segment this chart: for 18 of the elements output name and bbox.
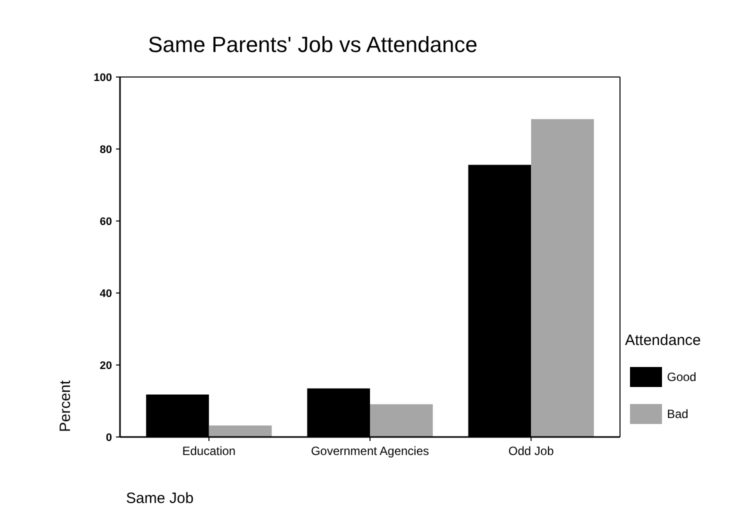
y-tick-label: 20 [100,360,112,372]
x-tick-label: Government Agencies [310,444,430,458]
bar [208,425,272,437]
x-axis-title: Same Job [126,490,194,507]
legend-title: Attendance [625,332,701,349]
bar [370,404,433,437]
x-tick-label: Odd Job [508,444,554,458]
y-tick-label: 80 [100,144,112,156]
y-axis-title: Percent [57,379,74,432]
legend-label: Good [667,370,696,384]
bar [531,119,594,437]
chart-title: Same Parents' Job vs Attendance [148,32,478,57]
y-tick-label: 0 [106,432,112,444]
y-tick-label: 40 [100,288,112,300]
y-tick-label: 60 [100,216,112,228]
x-tick-label: Education [182,444,236,458]
y-tick-label: 100 [94,72,112,84]
legend-label: Bad [667,407,688,422]
